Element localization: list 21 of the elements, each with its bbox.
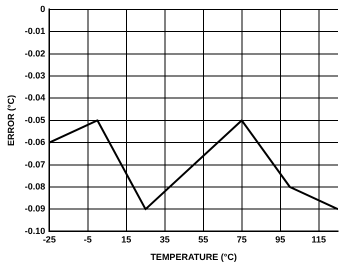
x-tick-label: 95: [275, 234, 286, 244]
y-tick-label: -0.07: [24, 159, 46, 170]
x-tick-label: -5: [84, 234, 92, 244]
y-tick-label: -0.10: [24, 226, 46, 236]
y-tick-label: -0.02: [24, 48, 46, 58]
x-tick-label: 15: [121, 234, 132, 244]
y-tick-label: -0.08: [24, 181, 46, 192]
y-tick-label: -0.09: [24, 204, 46, 214]
x-axis-title: TEMPERATURE (°C): [150, 252, 237, 262]
x-tick-label: 115: [311, 234, 326, 244]
y-tick-label: -0.04: [24, 92, 46, 103]
x-tick-label: 55: [198, 234, 208, 244]
y-tick-label: -0.05: [24, 114, 46, 125]
x-tick-label: -25: [42, 234, 56, 244]
y-tick-label: 0: [40, 4, 46, 14]
y-tick-label: -0.01: [24, 26, 46, 36]
x-tick-label: 75: [236, 234, 247, 244]
x-tick-label: 35: [160, 234, 170, 244]
y-tick-label: -0.06: [24, 137, 46, 148]
y-axis-title: ERROR (°C): [6, 94, 16, 146]
y-tick-label: -0.03: [24, 70, 46, 80]
